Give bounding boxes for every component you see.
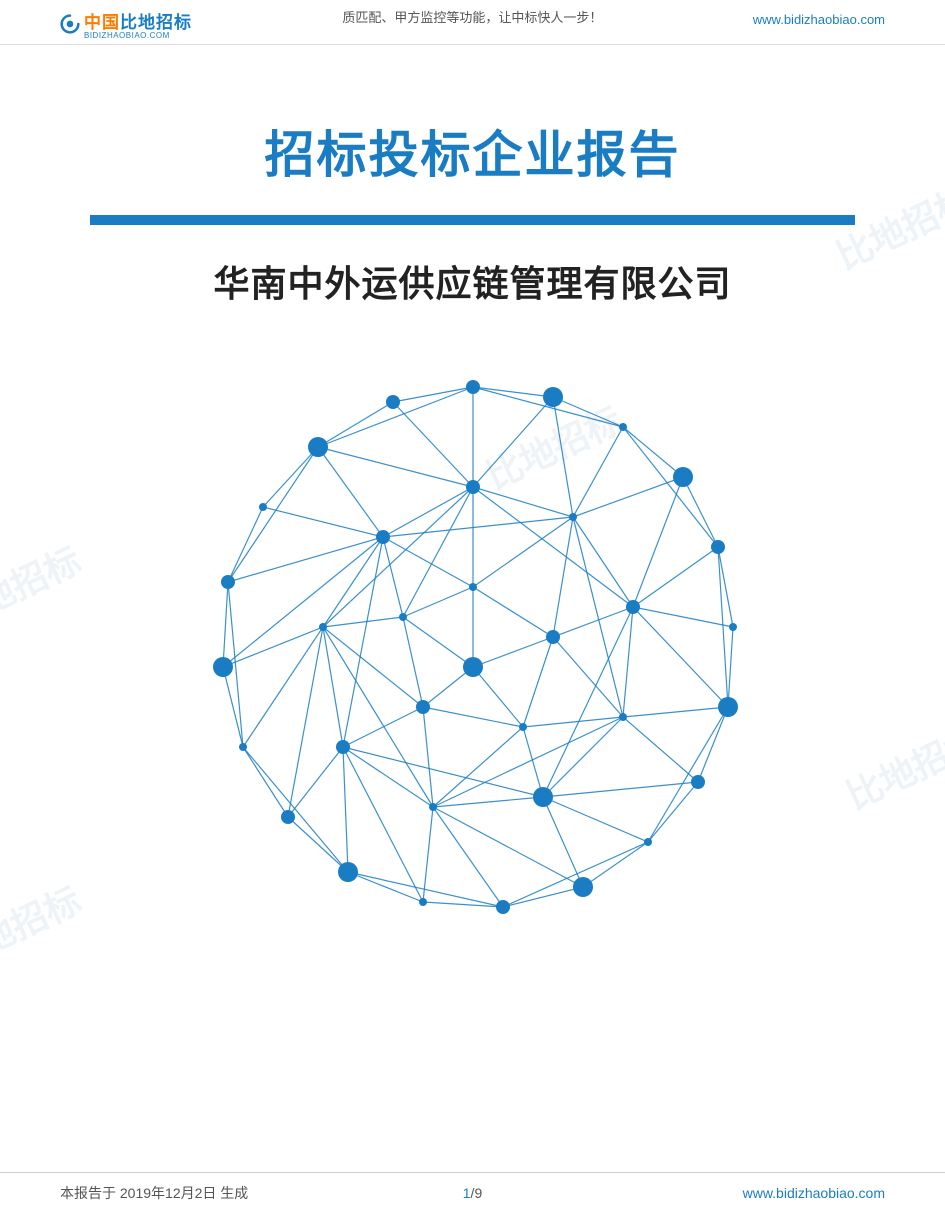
network-diagram (0, 367, 945, 927)
header-url[interactable]: www.bidizhaobiao.com (753, 8, 885, 27)
site-logo: 中国比地招标 BIDIZHAOBIAO.COM (60, 8, 192, 40)
header-tagline: 质匹配、甲方监控等功能，让中标快人一步！ (342, 8, 602, 28)
title-divider (90, 215, 855, 225)
report-title: 招标投标企业报告 (0, 115, 945, 187)
generated-date: 本报告于 2019年12月2日 生成 (60, 1183, 248, 1203)
network-graphic (193, 367, 753, 927)
logo-text: 中国比地招标 (84, 8, 192, 33)
page-footer: 本报告于 2019年12月2日 生成 1/9 www.bidizhaobiao.… (0, 1172, 945, 1203)
page-header: 中国比地招标 BIDIZHAOBIAO.COM 质匹配、甲方监控等功能，让中标快… (0, 0, 945, 45)
page-number: 1/9 (463, 1185, 482, 1201)
footer-url[interactable]: www.bidizhaobiao.com (743, 1185, 885, 1201)
logo-icon (60, 14, 80, 34)
company-name: 华南中外运供应链管理有限公司 (0, 255, 945, 307)
